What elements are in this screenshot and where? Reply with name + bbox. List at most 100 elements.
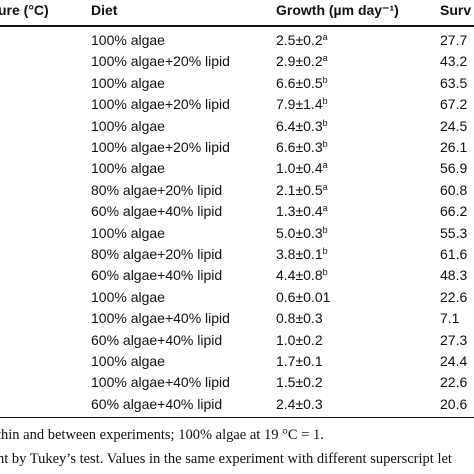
table-row: 100% algae 1.0±0.4a 56.9 <box>0 158 474 179</box>
growth-value: 6.6±0.5 <box>276 74 323 91</box>
table-row: 80% algae+20% lipid 2.1±0.5a 60.8 <box>0 180 474 201</box>
survival-cell: 27.3 <box>440 331 468 348</box>
table-row: 100% algae+20% lipid 7.9±1.4b 67.2 <box>0 94 474 115</box>
growth-value: 1.0±0.4 <box>276 160 323 177</box>
growth-cell: 2.1±0.5a <box>276 180 328 201</box>
significance-letter: a <box>322 53 328 64</box>
significance-letter: b <box>322 74 328 85</box>
growth-cell: 6.4±0.3b <box>276 116 328 137</box>
growth-value: 2.1±0.5 <box>276 181 323 198</box>
table-row: 60% algae+40% lipid 1.3±0.4a 66.2 <box>0 201 474 222</box>
survival-cell: 43.2 <box>440 53 468 70</box>
table-row: 100% algae 1.7±0.1 24.4 <box>0 351 474 372</box>
growth-header: Growth (µm day⁻¹) <box>276 2 399 18</box>
footnote-line-1: thin and between experiments; 100% algae… <box>0 427 324 443</box>
growth-cell: 0.8±0.3 <box>276 308 323 329</box>
table-row: 60% algae+40% lipid 2.4±0.3 20.6 <box>0 394 474 415</box>
diet-cell: 100% algae+20% lipid <box>91 139 230 155</box>
table-row: 100% algae 2.5±0.2a 27.7 <box>0 30 474 51</box>
diet-cell: 100% algae+40% lipid <box>91 374 230 391</box>
survival-cell: 24.4 <box>440 353 468 369</box>
growth-cell: 6.6±0.5b <box>276 73 328 94</box>
table-row: 80% algae+20% lipid 3.8±0.1b 61.6 <box>0 244 474 265</box>
growth-cell: 1.3±0.4a <box>276 201 328 222</box>
diet-cell: 100% algae+20% lipid <box>91 53 230 70</box>
growth-cell: 3.8±0.1b <box>276 244 328 265</box>
diet-cell: 100% algae <box>91 32 165 48</box>
diet-cell: 100% algae <box>91 74 165 91</box>
growth-cell: 1.0±0.4a <box>276 158 328 179</box>
diet-cell: 60% algae+40% lipid <box>91 203 223 220</box>
diet-cell: 80% algae+20% lipid <box>91 181 223 198</box>
growth-value: 1.5±0.2 <box>276 374 323 391</box>
survival-cell: 24.5 <box>440 117 468 134</box>
diet-cell: 100% algae+20% lipid <box>91 96 230 113</box>
survival-cell: 48.3 <box>440 267 468 284</box>
table-row: 100% algae 6.6±0.5b 63.5 <box>0 73 474 94</box>
survival-cell: 56.9 <box>440 160 468 177</box>
growth-value: 0.6±0.01 <box>276 288 331 305</box>
diet-cell: 80% algae+20% lipid <box>91 246 223 262</box>
survival-header: Surv <box>440 2 472 18</box>
significance-letter: a <box>322 181 328 192</box>
growth-value: 6.6±0.3 <box>276 139 323 155</box>
significance-letter: b <box>322 139 328 149</box>
survival-cell: 66.2 <box>440 203 468 220</box>
growth-cell: 2.9±0.2a <box>276 51 328 72</box>
significance-letter: b <box>322 246 328 256</box>
survival-cell: 63.5 <box>440 74 468 91</box>
diet-cell: 100% algae <box>91 160 165 177</box>
diet-cell: 100% algae <box>91 117 165 134</box>
growth-value: 4.4±0.8 <box>276 267 323 284</box>
footnote-line-2: nt by Tukey’s test. Values in the same e… <box>0 451 452 467</box>
diet-cell: 60% algae+40% lipid <box>91 267 223 284</box>
significance-letter: a <box>322 203 328 214</box>
survival-cell: 27.7 <box>440 32 468 48</box>
growth-value: 3.8±0.1 <box>276 246 323 262</box>
header-rule <box>0 25 474 27</box>
growth-value: 7.9±1.4 <box>276 96 323 113</box>
growth-value: 1.3±0.4 <box>276 203 323 220</box>
growth-value: 1.0±0.2 <box>276 331 323 348</box>
growth-cell: 4.4±0.8b <box>276 265 328 286</box>
significance-letter: a <box>322 32 328 42</box>
significance-letter: b <box>322 267 328 278</box>
growth-cell: 2.5±0.2a <box>276 30 328 51</box>
significance-letter: b <box>322 117 328 128</box>
significance-letter: b <box>322 224 328 235</box>
survival-cell: 61.6 <box>440 246 468 262</box>
growth-cell: 7.9±1.4b <box>276 94 328 115</box>
growth-value: 6.4±0.3 <box>276 117 323 134</box>
growth-cell: 1.0±0.2 <box>276 330 323 351</box>
diet-cell: 100% algae+40% lipid <box>91 310 230 327</box>
diet-cell: 60% algae+40% lipid <box>91 331 223 348</box>
table-row: 100% algae+40% lipid 0.8±0.3 7.1 <box>0 308 474 329</box>
growth-cell: 1.5±0.2 <box>276 372 323 393</box>
growth-cell: 0.6±0.01 <box>276 287 330 308</box>
growth-value: 2.5±0.2 <box>276 32 323 48</box>
significance-letter: b <box>322 96 328 107</box>
growth-value: 2.9±0.2 <box>276 53 323 70</box>
survival-cell: 60.8 <box>440 181 468 198</box>
survival-cell: 55.3 <box>440 224 468 241</box>
temperature-header: ure (°C) <box>0 2 49 18</box>
diet-header: Diet <box>91 2 118 18</box>
table-row: 100% algae+20% lipid 2.9±0.2a 43.2 <box>0 51 474 72</box>
growth-cell: 6.6±0.3b <box>276 137 328 158</box>
table-row: 100% algae 0.6±0.01 22.6 <box>0 287 474 308</box>
bottom-rule <box>0 417 474 418</box>
table-row: 100% algae 6.4±0.3b 24.5 <box>0 116 474 137</box>
significance-letter: a <box>322 160 328 171</box>
table-row: 60% algae+40% lipid 4.4±0.8b 48.3 <box>0 265 474 286</box>
growth-value: 0.8±0.3 <box>276 310 323 327</box>
growth-value: 2.4±0.3 <box>276 395 323 412</box>
table-row: 100% algae+20% lipid 6.6±0.3b 26.1 <box>0 137 474 158</box>
survival-cell: 67.2 <box>440 96 468 113</box>
survival-cell: 20.6 <box>440 395 468 412</box>
diet-cell: 100% algae <box>91 353 165 369</box>
survival-cell: 22.6 <box>440 288 468 305</box>
growth-value: 5.0±0.3 <box>276 224 323 241</box>
diet-cell: 100% algae <box>91 288 165 305</box>
growth-cell: 2.4±0.3 <box>276 394 323 415</box>
